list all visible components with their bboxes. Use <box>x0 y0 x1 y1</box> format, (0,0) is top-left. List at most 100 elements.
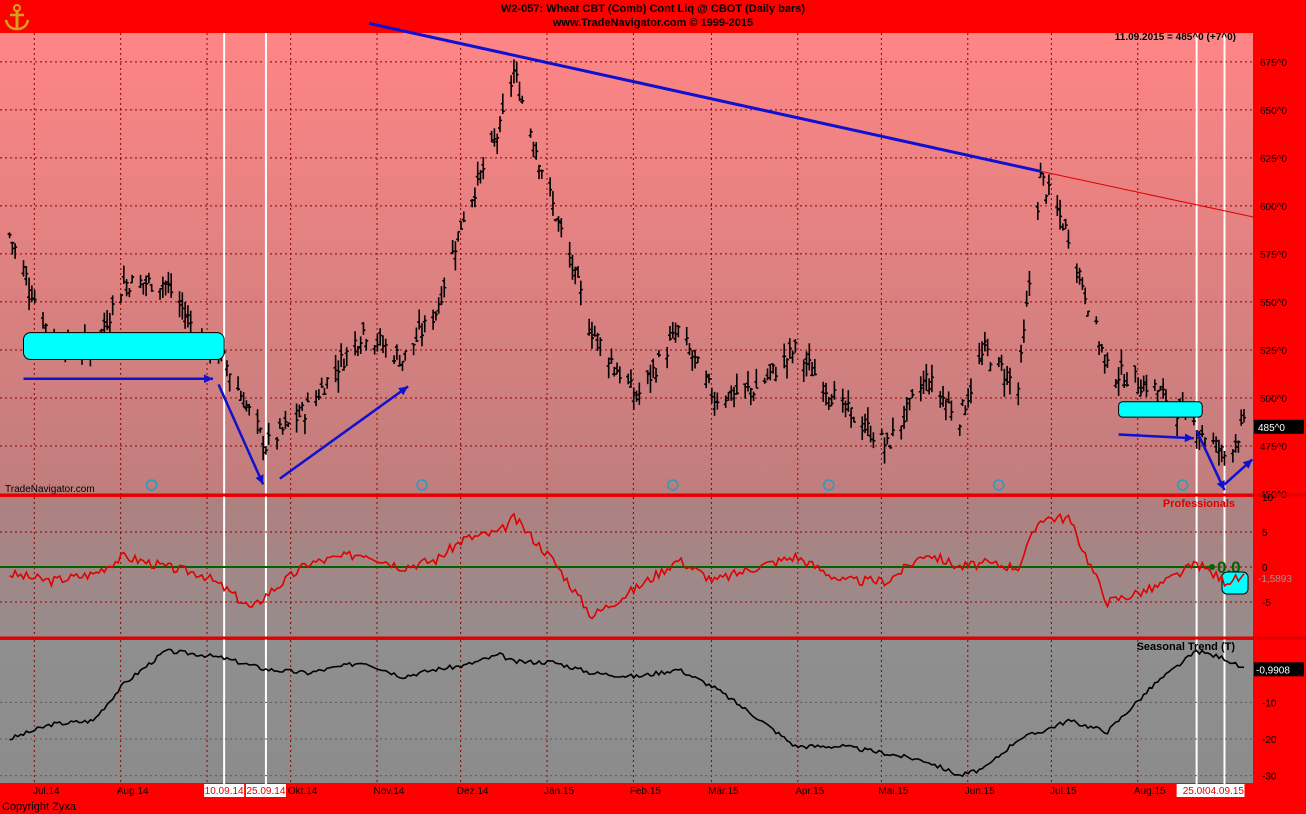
price-bar <box>411 343 416 356</box>
price-bar <box>715 392 720 410</box>
price-bar <box>520 95 525 104</box>
price-bar <box>1214 436 1219 453</box>
event-marker-icon <box>993 479 1005 491</box>
price-bar <box>375 333 380 352</box>
price-bar <box>793 339 798 353</box>
price-bar <box>41 312 46 329</box>
price-bar <box>127 287 132 298</box>
chart-title: W2-057: Wheat CBT (Comb) Cont Liq @ CBOT… <box>500 3 806 15</box>
price-bar <box>7 232 12 239</box>
price-bar <box>1063 218 1068 230</box>
price-bar <box>651 358 656 378</box>
price-bar <box>1152 379 1157 391</box>
price-bars <box>7 59 1246 466</box>
price-bar <box>576 265 581 278</box>
price-bar <box>1085 310 1090 317</box>
price-bar <box>938 391 943 408</box>
professionals-tick-label: 10 <box>1262 493 1274 504</box>
price-bar <box>431 309 436 330</box>
price-bar <box>500 93 505 115</box>
price-bar <box>751 391 756 402</box>
price-bar <box>1024 290 1029 307</box>
price-bar <box>734 373 739 395</box>
price-bar <box>570 254 575 280</box>
price-bar <box>138 274 143 289</box>
price-bar <box>1233 434 1238 453</box>
price-bar <box>124 279 129 297</box>
price-bar <box>1094 316 1099 325</box>
price-bar <box>358 336 363 354</box>
price-bar <box>673 322 678 343</box>
price-tick-label: 600^0 <box>1260 202 1287 213</box>
seasonal-value-box <box>1254 662 1304 677</box>
professionals-title: Professionals <box>1163 498 1235 510</box>
x-tick-label: Mär.15 <box>708 786 739 797</box>
price-bar <box>885 432 890 445</box>
price-bar <box>879 428 884 436</box>
price-bar <box>941 385 946 407</box>
price-bar <box>478 169 483 184</box>
x-tick-label: Feb.15 <box>630 786 662 797</box>
price-bar <box>1046 174 1051 196</box>
price-bar <box>442 277 447 298</box>
price-bar <box>824 382 829 406</box>
price-bar <box>149 283 154 292</box>
price-bar <box>537 164 542 180</box>
price-bar <box>32 289 37 304</box>
price-bar <box>1083 287 1088 305</box>
arrow-head <box>203 374 213 384</box>
price-bar <box>1113 379 1118 389</box>
price-bar <box>910 389 915 399</box>
price-bar <box>355 346 360 357</box>
price-bar <box>871 432 876 449</box>
price-bar <box>322 387 327 396</box>
price-bar <box>1041 172 1046 186</box>
copyright-label: Copyright Zyxa <box>2 801 77 813</box>
price-bar <box>1158 385 1163 392</box>
price-bar <box>1035 202 1040 221</box>
price-bar <box>768 363 773 381</box>
price-bar <box>977 342 982 365</box>
price-bar <box>372 345 377 355</box>
price-bar <box>860 416 865 441</box>
price-bar <box>286 422 291 428</box>
price-bar <box>119 294 124 304</box>
price-bar <box>684 327 689 346</box>
price-bar <box>489 130 494 143</box>
price-bar <box>810 362 815 377</box>
price-bar <box>461 211 466 223</box>
price-bar <box>762 377 767 384</box>
price-bar <box>495 133 500 155</box>
price-bar <box>341 358 346 371</box>
price-bar <box>263 445 268 455</box>
price-bar <box>144 275 149 297</box>
price-bar <box>10 241 15 255</box>
price-bar <box>1058 199 1063 230</box>
price-bar <box>863 413 868 434</box>
price-bar <box>1066 229 1071 249</box>
price-bar <box>829 394 834 407</box>
professionals-line <box>9 512 1245 620</box>
price-bar <box>247 403 252 416</box>
professionals-tick-label: 0 <box>1262 563 1268 574</box>
price-bar <box>1141 375 1146 392</box>
x-tick-label: Dez.14 <box>457 786 489 797</box>
price-bar <box>1019 344 1024 363</box>
price-bar <box>732 386 737 408</box>
price-bar <box>130 274 135 284</box>
price-bar <box>403 350 408 361</box>
price-bar <box>888 444 893 449</box>
price-bar <box>654 367 659 383</box>
trend-line <box>368 21 1041 173</box>
price-bar <box>968 378 973 404</box>
price-tick-label: 475^0 <box>1260 442 1287 453</box>
price-bar <box>481 157 486 180</box>
price-bar <box>1119 349 1124 375</box>
price-bar <box>1027 270 1032 296</box>
arrow-head <box>1184 433 1194 443</box>
seasonal-tick-label: -30 <box>1262 772 1277 783</box>
price-bar <box>787 338 792 359</box>
price-bar <box>1133 365 1138 383</box>
price-bar <box>592 325 597 337</box>
